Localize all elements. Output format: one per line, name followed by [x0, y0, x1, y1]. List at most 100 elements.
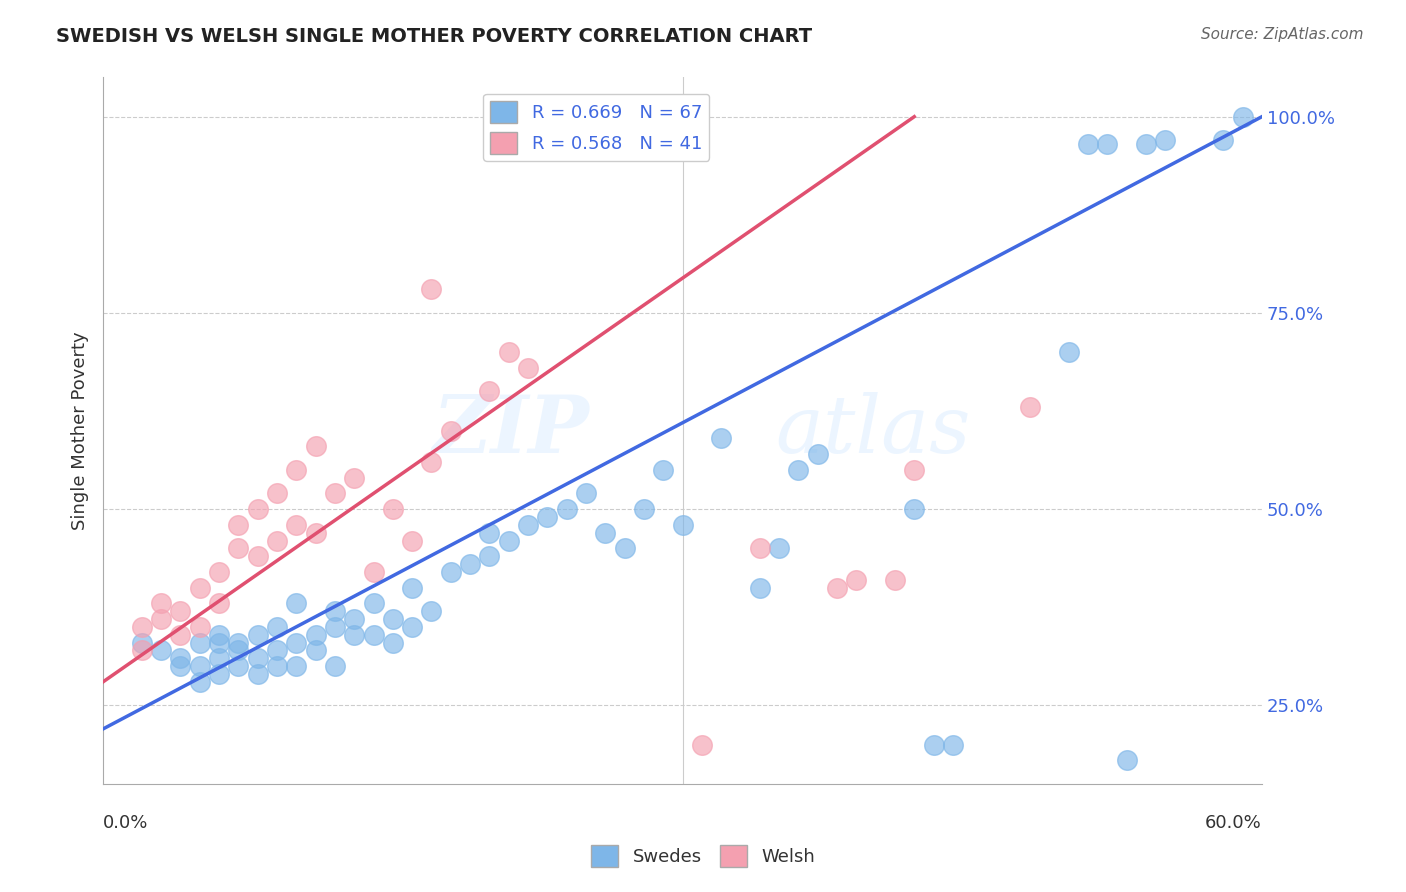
Point	[381, 635, 404, 649]
Point	[169, 651, 191, 665]
Point	[246, 651, 269, 665]
Point	[246, 628, 269, 642]
Point	[343, 471, 366, 485]
Point	[1212, 133, 1234, 147]
Point	[169, 604, 191, 618]
Point	[710, 432, 733, 446]
Point	[228, 635, 250, 649]
Point	[343, 628, 366, 642]
Point	[266, 659, 288, 673]
Point	[131, 643, 153, 657]
Point	[188, 620, 211, 634]
Point	[150, 612, 173, 626]
Point	[401, 620, 423, 634]
Point	[188, 659, 211, 673]
Point	[304, 525, 326, 540]
Point	[1232, 110, 1254, 124]
Point	[188, 635, 211, 649]
Point	[150, 643, 173, 657]
Point	[131, 635, 153, 649]
Point	[228, 643, 250, 657]
Point	[363, 565, 385, 579]
Point	[285, 635, 308, 649]
Point	[1115, 753, 1137, 767]
Point	[420, 282, 443, 296]
Point	[690, 738, 713, 752]
Point	[208, 596, 231, 610]
Point	[228, 517, 250, 532]
Point	[208, 565, 231, 579]
Point	[266, 643, 288, 657]
Point	[131, 620, 153, 634]
Point	[304, 439, 326, 453]
Point	[1077, 137, 1099, 152]
Point	[381, 612, 404, 626]
Point	[903, 502, 925, 516]
Text: 60.0%: 60.0%	[1205, 814, 1263, 832]
Point	[323, 659, 346, 673]
Point	[188, 581, 211, 595]
Point	[246, 549, 269, 564]
Point	[188, 674, 211, 689]
Point	[343, 612, 366, 626]
Point	[246, 502, 269, 516]
Point	[903, 463, 925, 477]
Text: atlas: atlas	[775, 392, 970, 469]
Text: Source: ZipAtlas.com: Source: ZipAtlas.com	[1201, 27, 1364, 42]
Point	[150, 596, 173, 610]
Point	[478, 384, 501, 399]
Point	[228, 659, 250, 673]
Point	[420, 455, 443, 469]
Point	[169, 628, 191, 642]
Point	[633, 502, 655, 516]
Point	[922, 738, 945, 752]
Point	[266, 620, 288, 634]
Point	[748, 581, 770, 595]
Text: 0.0%: 0.0%	[103, 814, 149, 832]
Point	[323, 604, 346, 618]
Point	[363, 628, 385, 642]
Text: ZIP: ZIP	[433, 392, 589, 469]
Point	[884, 573, 907, 587]
Point	[169, 659, 191, 673]
Point	[845, 573, 868, 587]
Point	[478, 549, 501, 564]
Point	[458, 557, 481, 571]
Point	[671, 133, 693, 147]
Point	[440, 424, 463, 438]
Point	[323, 620, 346, 634]
Point	[1019, 400, 1042, 414]
Point	[536, 137, 558, 152]
Point	[517, 517, 540, 532]
Point	[593, 525, 616, 540]
Point	[363, 596, 385, 610]
Legend: R = 0.669   N = 67, R = 0.568   N = 41: R = 0.669 N = 67, R = 0.568 N = 41	[484, 94, 709, 161]
Point	[787, 463, 810, 477]
Point	[208, 651, 231, 665]
Point	[652, 463, 675, 477]
Point	[266, 533, 288, 548]
Point	[285, 463, 308, 477]
Text: SWEDISH VS WELSH SINGLE MOTHER POVERTY CORRELATION CHART: SWEDISH VS WELSH SINGLE MOTHER POVERTY C…	[56, 27, 813, 45]
Point	[208, 635, 231, 649]
Point	[285, 659, 308, 673]
Point	[266, 486, 288, 500]
Point	[478, 525, 501, 540]
Point	[1057, 345, 1080, 359]
Point	[285, 596, 308, 610]
Point	[768, 541, 790, 556]
Point	[942, 738, 965, 752]
Point	[228, 541, 250, 556]
Point	[285, 517, 308, 532]
Point	[304, 643, 326, 657]
Point	[323, 486, 346, 500]
Point	[825, 581, 848, 595]
Point	[246, 667, 269, 681]
Point	[575, 133, 598, 147]
Point	[381, 502, 404, 516]
Point	[208, 667, 231, 681]
Point	[807, 447, 830, 461]
Point	[401, 581, 423, 595]
Point	[208, 628, 231, 642]
Point	[536, 510, 558, 524]
